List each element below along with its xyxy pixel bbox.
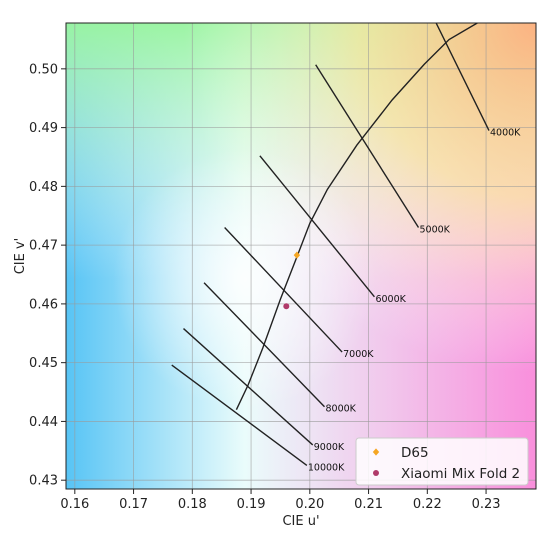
isotherm-label: 4000K — [490, 128, 521, 139]
x-tick-label: 0.20 — [295, 497, 324, 512]
isotherm-label: 7000K — [343, 349, 374, 360]
y-tick-label: 0.48 — [29, 180, 58, 195]
plot-frame — [65, 22, 537, 490]
y-tick-label: 0.44 — [29, 415, 58, 430]
y-tick-label: 0.43 — [29, 474, 58, 489]
x-tick-label: 0.21 — [354, 497, 383, 512]
isotherm-label: 6000K — [375, 294, 406, 305]
y-tick-label: 0.49 — [29, 121, 58, 136]
x-tick-label: 0.16 — [60, 497, 89, 512]
x-tick-label: 0.18 — [178, 497, 207, 512]
isotherm-line — [259, 155, 375, 298]
x-axis-ticks: 0.16 0.17 0.18 0.19 0.20 0.21 0.22 0.23 — [60, 489, 501, 512]
isotherm-label: 8000K — [326, 404, 357, 415]
legend: D65 Xiaomi Mix Fold 2 — [355, 437, 529, 486]
curves-layer — [171, 23, 490, 467]
y-axis-label: CIE v' — [13, 238, 28, 275]
x-axis-label: CIE u' — [282, 514, 319, 529]
legend-marker-device — [373, 470, 379, 476]
isotherm-labels: 4000K 5000K 6000K 7000K 8000K 9000K 10000K — [308, 128, 521, 474]
isotherm-line — [203, 282, 326, 408]
legend-label: Xiaomi Mix Fold 2 — [401, 466, 520, 482]
y-tick-label: 0.45 — [29, 356, 58, 371]
planckian-locus-line — [235, 23, 478, 410]
isotherm-line — [224, 227, 343, 353]
x-tick-label: 0.17 — [119, 497, 148, 512]
point-d65 — [293, 251, 301, 259]
legend-label: D65 — [401, 445, 429, 461]
plot-background — [66, 23, 536, 489]
x-tick-label: 0.22 — [413, 497, 442, 512]
point-device — [283, 303, 290, 310]
isotherm-line — [171, 364, 308, 467]
isotherm-label: 5000K — [420, 224, 451, 235]
isotherm-line — [435, 23, 490, 131]
isotherm-label: 9000K — [314, 442, 345, 453]
legend-marker-d65 — [372, 448, 380, 456]
x-tick-label: 0.19 — [237, 497, 266, 512]
y-tick-label: 0.47 — [29, 239, 58, 254]
isotherm-label: 10000K — [308, 462, 345, 473]
x-tick-label: 0.23 — [472, 497, 501, 512]
y-axis-ticks: 0.43 0.44 0.45 0.46 0.47 0.48 0.49 0.50 — [29, 62, 66, 489]
data-points — [283, 251, 301, 310]
isotherm-line — [183, 328, 314, 446]
legend-box — [355, 437, 529, 486]
isotherm-line — [315, 64, 420, 228]
y-tick-label: 0.50 — [29, 62, 58, 77]
y-tick-label: 0.46 — [29, 297, 58, 312]
